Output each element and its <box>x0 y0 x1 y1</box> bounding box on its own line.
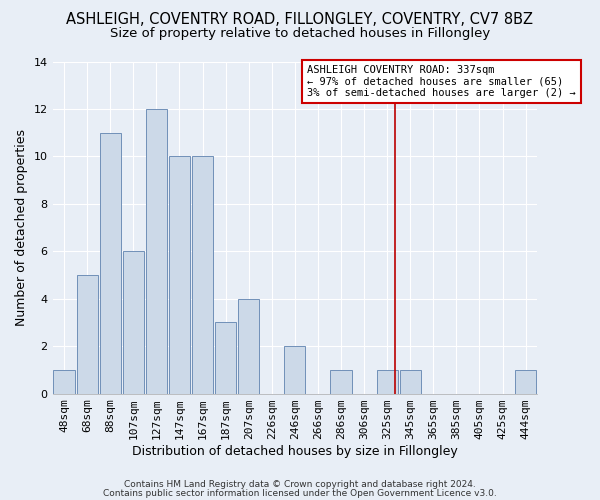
Bar <box>77 275 98 394</box>
Text: Contains public sector information licensed under the Open Government Licence v3: Contains public sector information licen… <box>103 488 497 498</box>
Bar <box>215 322 236 394</box>
Bar <box>100 132 121 394</box>
Bar <box>238 298 259 394</box>
Bar <box>515 370 536 394</box>
Bar <box>284 346 305 394</box>
Bar <box>377 370 398 394</box>
X-axis label: Distribution of detached houses by size in Fillongley: Distribution of detached houses by size … <box>132 444 458 458</box>
Text: ASHLEIGH COVENTRY ROAD: 337sqm
← 97% of detached houses are smaller (65)
3% of s: ASHLEIGH COVENTRY ROAD: 337sqm ← 97% of … <box>307 65 575 98</box>
Bar <box>146 109 167 394</box>
Bar <box>192 156 213 394</box>
Bar <box>53 370 74 394</box>
Bar <box>400 370 421 394</box>
Text: Contains HM Land Registry data © Crown copyright and database right 2024.: Contains HM Land Registry data © Crown c… <box>124 480 476 489</box>
Text: Size of property relative to detached houses in Fillongley: Size of property relative to detached ho… <box>110 28 490 40</box>
Y-axis label: Number of detached properties: Number of detached properties <box>15 129 28 326</box>
Text: ASHLEIGH, COVENTRY ROAD, FILLONGLEY, COVENTRY, CV7 8BZ: ASHLEIGH, COVENTRY ROAD, FILLONGLEY, COV… <box>67 12 533 28</box>
Bar <box>169 156 190 394</box>
Bar <box>331 370 352 394</box>
Bar <box>122 252 144 394</box>
